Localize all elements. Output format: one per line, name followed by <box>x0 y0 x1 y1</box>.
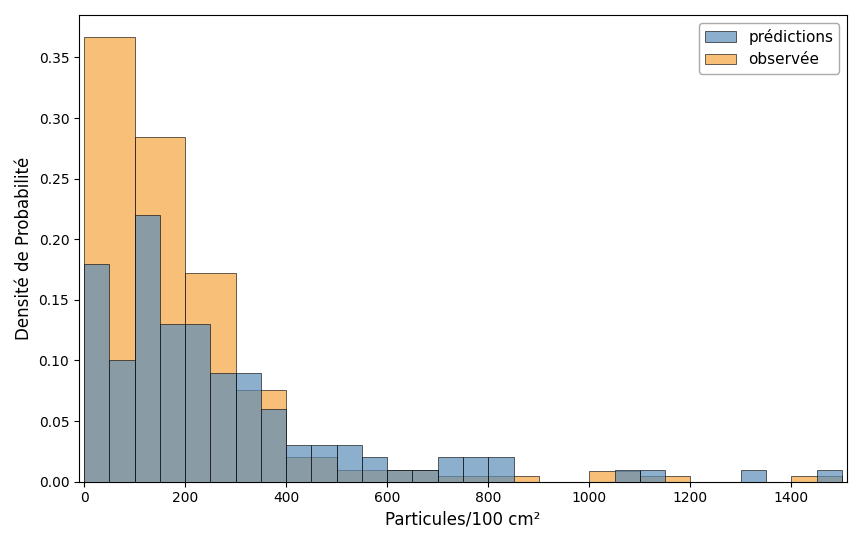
Bar <box>437 475 487 482</box>
Bar <box>815 469 841 482</box>
Bar <box>185 273 235 482</box>
Bar <box>134 215 159 482</box>
Bar <box>261 409 286 482</box>
Bar <box>337 469 387 482</box>
Bar <box>337 446 362 482</box>
Bar <box>437 458 462 482</box>
Bar <box>109 361 134 482</box>
Bar <box>387 469 437 482</box>
Bar <box>286 446 311 482</box>
Bar <box>412 469 437 482</box>
Bar <box>589 471 639 482</box>
Bar <box>487 475 538 482</box>
Y-axis label: Densité de Probabilité: Densité de Probabilité <box>15 157 33 340</box>
Bar <box>362 458 387 482</box>
Legend: prédictions, observée: prédictions, observée <box>698 23 839 73</box>
Bar <box>134 138 185 482</box>
Bar <box>210 373 235 482</box>
Bar <box>614 469 639 482</box>
Bar <box>185 324 210 482</box>
Bar <box>84 37 134 482</box>
Bar <box>235 373 261 482</box>
Bar <box>790 475 841 482</box>
Bar <box>387 469 412 482</box>
Bar <box>639 469 665 482</box>
Bar <box>84 263 109 482</box>
Bar <box>159 324 185 482</box>
Bar <box>639 475 690 482</box>
Bar <box>311 446 337 482</box>
Bar <box>235 390 286 482</box>
Bar <box>487 458 513 482</box>
Bar <box>740 469 765 482</box>
X-axis label: Particules/100 cm²: Particules/100 cm² <box>385 511 540 529</box>
Bar <box>286 458 337 482</box>
Bar <box>462 458 487 482</box>
